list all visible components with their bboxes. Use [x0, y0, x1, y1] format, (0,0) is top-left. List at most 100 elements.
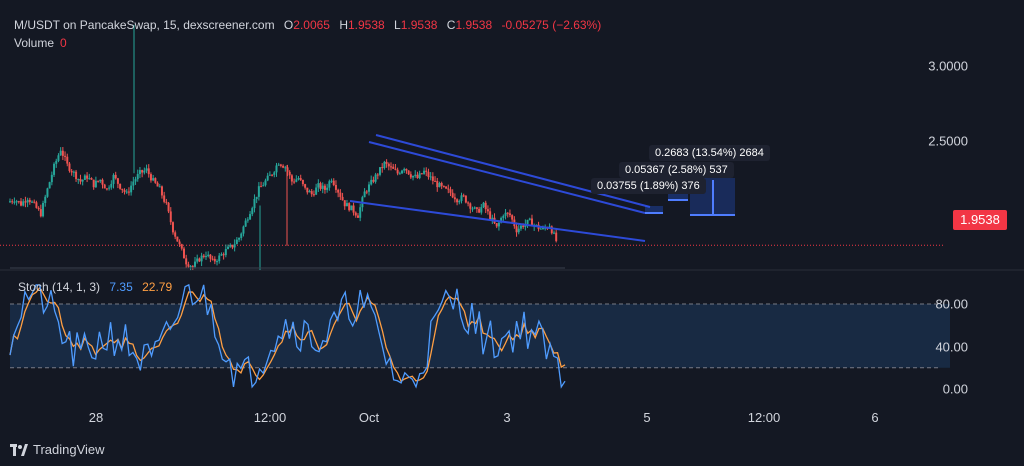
measure-label[interactable]: 0.2683 (13.54%) 2684 [649, 145, 770, 161]
tradingview-branding[interactable]: TradingView [10, 442, 105, 457]
candle-body [31, 201, 34, 203]
stoch-k-value: 7.35 [109, 280, 133, 294]
candle-body [211, 258, 214, 260]
candle-body [37, 207, 40, 210]
candle-body [442, 185, 445, 187]
candle-body [205, 256, 208, 258]
candle-body [253, 199, 256, 209]
candle-body [200, 255, 203, 262]
stoch-tick: 0.00 [942, 381, 968, 397]
candle-body [541, 227, 544, 229]
candle-body [196, 258, 199, 262]
candle-body [255, 196, 258, 200]
candle-body [169, 211, 172, 223]
candle-body [229, 244, 232, 247]
candle-body [251, 208, 254, 215]
measure-label[interactable]: 0.05367 (2.58%) 537 [619, 162, 734, 178]
candle-body [189, 266, 192, 268]
candle-body [420, 173, 423, 175]
candle-body [268, 174, 271, 176]
candle-body [497, 222, 500, 227]
candle-body [469, 203, 472, 209]
candle-body [70, 170, 73, 173]
candle-body [517, 228, 520, 233]
candle-body [163, 195, 166, 202]
candle-body [35, 202, 38, 208]
candle-body [68, 163, 71, 171]
time-tick: 6 [871, 410, 879, 425]
candle-body [213, 258, 216, 262]
candle-body [350, 205, 353, 211]
candle-body [352, 205, 355, 213]
candle-body [484, 202, 487, 210]
candle-body [57, 155, 60, 161]
stoch-legend[interactable]: Stoch (14, 1, 3) 7.35 22.79 [18, 280, 172, 294]
candle-body [149, 174, 152, 181]
candle-body [370, 179, 373, 185]
candle-body [33, 201, 36, 203]
candle-body [240, 233, 243, 238]
candle-body [216, 261, 219, 263]
candle-body [460, 195, 463, 201]
candle-body [17, 201, 20, 203]
measure-label[interactable]: 0.03755 (1.89%) 376 [591, 178, 706, 194]
candle-body [231, 244, 234, 248]
candle-body [412, 175, 415, 178]
candle-body [13, 201, 16, 203]
candle-body [326, 187, 329, 190]
candle-body [103, 184, 106, 189]
candle-body [348, 203, 351, 211]
candle-body [387, 163, 390, 167]
candle-body [495, 223, 498, 227]
candle-body [53, 163, 56, 175]
candle-body [445, 186, 448, 189]
trendline-upper-1 [375, 134, 651, 208]
candle-body [244, 220, 247, 227]
candle-body [178, 241, 181, 245]
candle-body [372, 179, 375, 182]
candle-body [345, 203, 348, 207]
candle-body [434, 180, 437, 182]
candle-body [257, 186, 260, 197]
candle-body [478, 208, 481, 213]
symbol-title[interactable]: M/USDT on PancakeSwap, 15, dexscreener.c… [14, 18, 275, 32]
candle-body [264, 180, 267, 186]
candle-body [312, 194, 315, 196]
candle-body [50, 174, 53, 183]
candle-body [235, 239, 238, 245]
candle-body [99, 179, 102, 182]
candle-body [462, 195, 465, 197]
candle-body [156, 182, 159, 187]
candle-body [160, 186, 163, 196]
candle-body [383, 161, 386, 168]
candle-body [341, 196, 344, 201]
candle-body [143, 170, 146, 173]
candle-body [176, 236, 179, 242]
candle-body [246, 219, 249, 221]
candle-body [528, 218, 531, 220]
tradingview-label: TradingView [33, 442, 105, 457]
open-label: O [283, 18, 294, 32]
candle-body [522, 225, 525, 227]
candle-body [110, 183, 113, 188]
volume-legend[interactable]: Volume 0 [14, 36, 67, 50]
candle-body [530, 218, 533, 227]
candle-body [323, 185, 326, 190]
candle-body [238, 237, 241, 240]
candle-body [436, 181, 439, 188]
candle-body [482, 202, 485, 208]
candle-body [367, 184, 370, 192]
candle-body [506, 212, 509, 214]
candle-body [337, 189, 340, 193]
candle-body [158, 186, 161, 188]
candle-body [374, 174, 377, 182]
candle-body [26, 199, 29, 203]
candle-body [24, 201, 27, 203]
candle-body [227, 246, 230, 250]
candle-body [431, 176, 434, 181]
candle-body [297, 178, 300, 180]
candle-body [299, 178, 302, 181]
time-tick: 12:00 [253, 410, 287, 425]
candle-body [315, 187, 318, 195]
